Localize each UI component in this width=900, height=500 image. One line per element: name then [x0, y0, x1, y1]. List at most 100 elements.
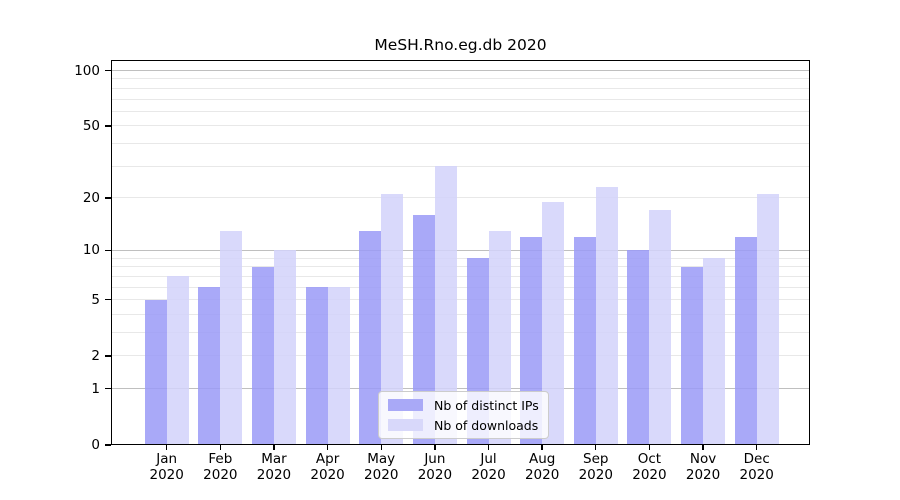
- gridline-y-3: [111, 332, 810, 333]
- x-tick-label-month: Mar: [261, 451, 287, 467]
- y-tick-1: [105, 388, 111, 390]
- y-tick-0: [105, 444, 111, 446]
- x-tick-label-month: Sep: [583, 451, 609, 467]
- x-tick-label-year: 2020: [203, 466, 238, 483]
- gridline-y-6: [111, 286, 810, 288]
- legend-item-downloads: Nb of downloads: [388, 417, 539, 433]
- bar-distinct-ips-sep: [573, 236, 596, 445]
- x-tick-jun: [434, 445, 436, 450]
- gridline-y-70: [111, 98, 810, 100]
- gridline-y-5: [111, 299, 810, 301]
- bar-distinct-ips-oct: [627, 250, 650, 445]
- x-tick-label-jun: Jun 2020: [403, 451, 467, 483]
- x-tick-label-sep: Sep 2020: [564, 451, 628, 483]
- bar-distinct-ips-nov: [681, 266, 704, 445]
- y-tick-label-50: 50: [82, 117, 100, 134]
- x-tick-jan: [166, 445, 168, 450]
- y-tick-label-20: 20: [82, 189, 100, 206]
- x-tick-label-month: Apr: [315, 451, 340, 467]
- legend: Nb of distinct IPs Nb of downloads: [378, 391, 549, 439]
- x-tick-label-nov: Nov 2020: [671, 451, 735, 483]
- x-tick-label-year: 2020: [471, 466, 506, 483]
- x-tick-label-month: Jul: [480, 451, 497, 467]
- x-tick-label-dec: Dec 2020: [725, 451, 789, 483]
- gridline-y-7: [111, 275, 810, 277]
- x-tick-label-aug: Aug 2020: [510, 451, 574, 483]
- x-tick-label-year: 2020: [364, 466, 399, 483]
- x-tick-may: [380, 445, 382, 450]
- x-tick-label-month: Nov: [689, 451, 717, 467]
- x-tick-label-year: 2020: [685, 466, 721, 483]
- gridline-y-40: [111, 143, 810, 145]
- legend-label-distinct-ips: Nb of distinct IPs: [434, 397, 539, 413]
- gridline-y-4: [111, 313, 810, 315]
- x-tick-label-month: Aug: [528, 451, 556, 467]
- bar-downloads-apr: [327, 287, 350, 445]
- y-tick-label-100: 100: [74, 62, 100, 79]
- x-tick-feb: [219, 445, 222, 450]
- gridline-y-2: [111, 355, 810, 357]
- gridline-y-10: [111, 249, 810, 251]
- legend-item-distinct-ips: Nb of distinct IPs: [388, 397, 539, 413]
- x-tick-oct: [648, 445, 651, 450]
- bar-distinct-ips-dec: [734, 236, 757, 445]
- x-tick-jul: [487, 445, 490, 450]
- gridline-y-50: [111, 125, 810, 127]
- bar-distinct-ips-apr: [305, 287, 328, 445]
- x-tick-label-jul: Jul 2020: [457, 451, 521, 483]
- bar-downloads-mar: [273, 250, 296, 445]
- x-tick-label-year: 2020: [524, 466, 560, 483]
- bar-downloads-aug: [542, 201, 565, 445]
- y-tick-100: [105, 69, 111, 72]
- x-tick-label-year: 2020: [632, 466, 667, 483]
- y-tick-label-0: 0: [91, 437, 100, 453]
- x-tick-nov: [702, 445, 704, 450]
- bar-distinct-ips-jan: [144, 299, 167, 445]
- bar-downloads-nov: [703, 258, 726, 445]
- bar-downloads-sep: [595, 187, 618, 445]
- x-tick-label-apr: Apr 2020: [296, 451, 360, 483]
- gridline-y-20: [111, 197, 810, 199]
- gridline-y-80: [111, 87, 810, 89]
- x-tick-label-year: 2020: [310, 466, 345, 483]
- x-tick-label-month: May: [367, 451, 396, 467]
- bar-distinct-ips-mar: [251, 266, 274, 445]
- y-tick-label-10: 10: [82, 242, 100, 259]
- x-tick-dec: [755, 445, 758, 450]
- bar-distinct-ips-may: [359, 230, 382, 445]
- x-tick-label-year: 2020: [256, 466, 292, 483]
- x-tick-label-oct: Oct 2020: [617, 451, 681, 483]
- x-tick-label-month: Feb: [208, 451, 233, 467]
- bar-downloads-may: [381, 194, 404, 445]
- gridline-y-100: [111, 70, 810, 71]
- bar-downloads-feb: [220, 230, 243, 445]
- x-tick-aug: [541, 445, 543, 450]
- y-tick-5: [105, 298, 111, 301]
- bar-downloads-jan: [166, 276, 189, 445]
- legend-swatch-downloads: [388, 419, 423, 431]
- bar-distinct-ips-feb: [198, 287, 221, 445]
- legend-swatch-distinct-ips: [388, 399, 423, 411]
- bar-downloads-oct: [649, 210, 672, 445]
- gridline-y-1: [111, 388, 810, 390]
- x-tick-label-month: Oct: [637, 451, 662, 467]
- y-tick-20: [105, 197, 111, 199]
- y-tick-50: [105, 125, 111, 127]
- gridline-y-30: [111, 165, 810, 167]
- y-tick-10: [105, 249, 111, 252]
- x-tick-label-year: 2020: [578, 466, 613, 483]
- legend-label-downloads: Nb of downloads: [434, 417, 539, 433]
- x-tick-label-month: Jan: [156, 451, 178, 467]
- bar-distinct-ips-jun: [412, 215, 435, 445]
- gridline-y-60: [111, 110, 810, 112]
- gridline-y-9: [111, 257, 810, 259]
- y-tick-label-1: 1: [91, 380, 100, 397]
- gridline-y-90: [111, 78, 810, 80]
- x-tick-label-month: Jun: [424, 451, 446, 467]
- gridline-y-8: [111, 266, 810, 268]
- x-tick-label-may: May 2020: [349, 451, 413, 483]
- x-tick-label-jan: Jan 2020: [135, 451, 199, 483]
- y-tick-label-2: 2: [91, 347, 100, 364]
- bar-downloads-dec: [756, 194, 779, 445]
